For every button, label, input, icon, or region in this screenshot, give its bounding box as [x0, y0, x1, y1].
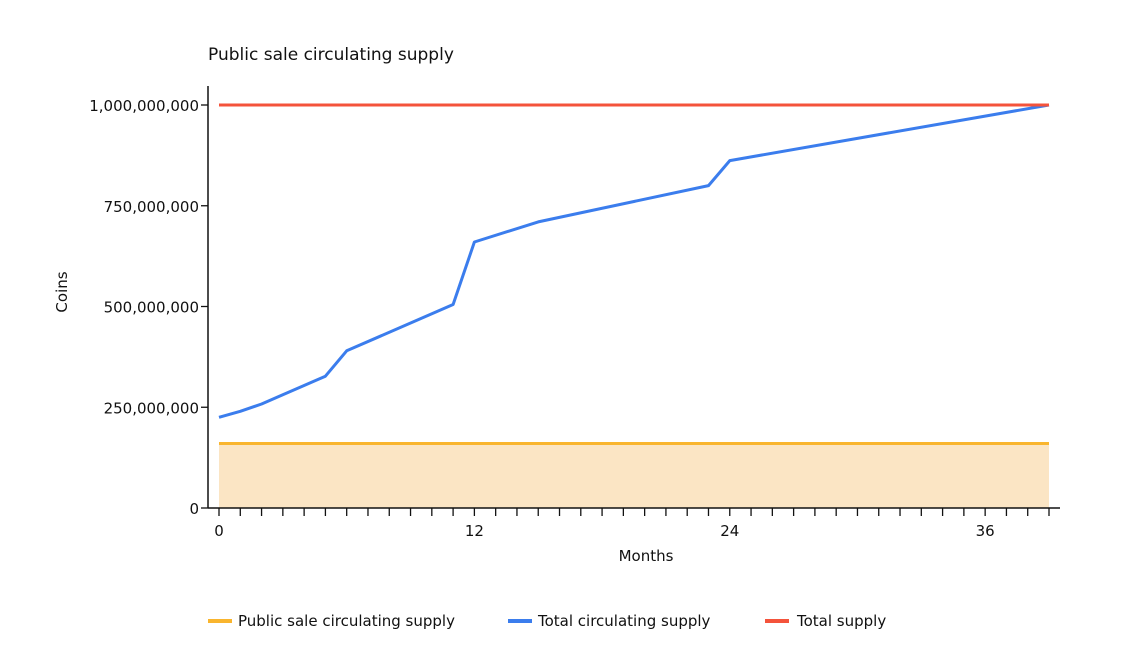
y-tick-label: 250,000,000 — [104, 399, 199, 417]
legend: Public sale circulating supply Total cir… — [208, 612, 886, 630]
axes: 0 12 24 36 0 250,000,000 500,000,000 750,000,0… — [89, 86, 1060, 540]
legend-item-total-circulating: Total circulating supply — [508, 612, 711, 630]
legend-label-total-circulating: Total circulating supply — [537, 612, 711, 630]
y-tick-label: 0 — [189, 500, 199, 518]
chart-title: Public sale circulating supply — [208, 45, 454, 65]
x-tick-label: 0 — [214, 522, 224, 540]
legend-label-total-supply: Total supply — [796, 612, 886, 630]
x-axis-title: Months — [619, 547, 674, 565]
y-ticks: 0 250,000,000 500,000,000 750,000,000 1,000,… — [89, 97, 208, 518]
legend-item-public-sale: Public sale circulating supply — [208, 612, 455, 630]
legend-item-total-supply: Total supply — [765, 612, 886, 630]
public-sale-area — [219, 443, 1049, 508]
plot-area — [218, 103, 1050, 508]
y-tick-label: 750,000,000 — [104, 198, 199, 216]
x-ticks: 0 12 24 36 — [214, 508, 1050, 540]
x-tick-label: 36 — [976, 522, 995, 540]
y-tick-label: 500,000,000 — [104, 299, 199, 317]
x-tick-label: 12 — [465, 522, 484, 540]
x-tick-label: 24 — [720, 522, 739, 540]
y-axis-title: Coins — [53, 271, 71, 312]
total-circulating-line — [218, 103, 1050, 419]
legend-label-public-sale: Public sale circulating supply — [238, 612, 455, 630]
y-tick-label: 1,000,000,000 — [89, 97, 199, 115]
